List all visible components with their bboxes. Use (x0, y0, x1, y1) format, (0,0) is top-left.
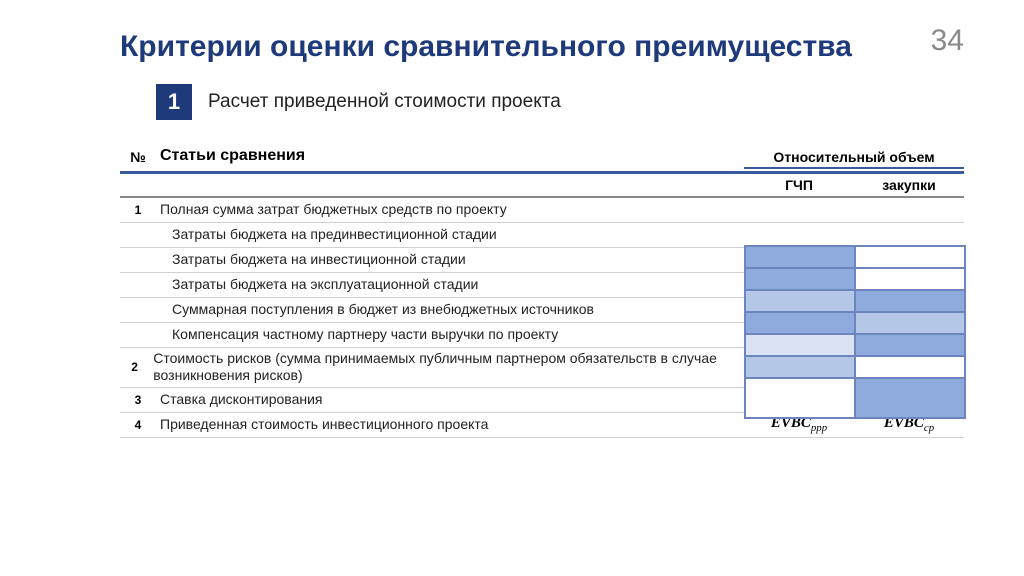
section-row: 1 Расчет приведенной стоимости проекта (120, 84, 964, 120)
row-number: 4 (120, 418, 156, 432)
chart-cell (855, 312, 965, 334)
page-title: Критерии оценки сравнительного преимущес… (120, 28, 964, 66)
chart-row (745, 268, 965, 290)
volume-chart (744, 245, 966, 419)
chart-row (745, 312, 965, 334)
chart-cell (745, 268, 855, 290)
value-zakupki (854, 223, 964, 247)
row-number: 2 (120, 360, 149, 374)
row-text: Ставка дисконтирования (156, 389, 744, 411)
row-text: Затраты бюджета на эксплуатационной стад… (156, 274, 744, 296)
row-number: 3 (120, 393, 156, 407)
chart-cell (745, 312, 855, 334)
chart-cell (855, 378, 965, 418)
row-values (744, 223, 964, 247)
section-number-badge: 1 (156, 84, 192, 120)
value-gchp (744, 198, 854, 222)
chart-cell (745, 334, 855, 356)
row-text: Затраты бюджета на прединвестиционной ст… (156, 224, 744, 246)
header-article: Статьи сравнения (156, 147, 744, 169)
row-text: Приведенная стоимость инвестиционного пр… (156, 414, 744, 436)
slide: 34 Критерии оценки сравнительного преиму… (0, 0, 1024, 576)
row-text: Суммарная поступления в бюджет из внебюд… (156, 299, 744, 321)
table-row: 1Полная сумма затрат бюджетных средств п… (120, 198, 964, 223)
value-gchp (744, 223, 854, 247)
header-relative-volume: Относительный объем (744, 149, 964, 169)
page-number: 34 (931, 24, 964, 58)
chart-cell (855, 356, 965, 378)
row-values (744, 198, 964, 222)
row-text: Стоимость рисков (сумма принимаемых публ… (149, 348, 744, 387)
chart-cell (855, 246, 965, 268)
row-text: Полная сумма затрат бюджетных средств по… (156, 199, 744, 221)
chart-row (745, 356, 965, 378)
chart-cell (855, 268, 965, 290)
subheader-zakupki: закупки (854, 177, 964, 193)
chart-row (745, 246, 965, 268)
header-right: Относительный объем (744, 149, 964, 169)
chart-row (745, 290, 965, 312)
header-num: № (120, 149, 156, 169)
chart-cell (745, 378, 855, 418)
chart-cell (745, 246, 855, 268)
table-header-row: № Статьи сравнения Относительный объем (120, 130, 964, 174)
subheader-gchp: ГЧП (744, 177, 854, 193)
row-text: Компенсация частному партнеру части выру… (156, 324, 744, 346)
value-zakupki (854, 198, 964, 222)
chart-row (745, 334, 965, 356)
chart-row (745, 378, 965, 418)
chart-cell (855, 290, 965, 312)
section-label: Расчет приведенной стоимости проекта (208, 91, 561, 113)
row-text: Затраты бюджета на инвестиционной стадии (156, 249, 744, 271)
chart-cell (745, 290, 855, 312)
row-number: 1 (120, 203, 156, 217)
chart-cell (855, 334, 965, 356)
chart-cell (745, 356, 855, 378)
table-subheader-row: ГЧП закупки (120, 174, 964, 198)
table-row: Затраты бюджета на прединвестиционной ст… (120, 223, 964, 248)
